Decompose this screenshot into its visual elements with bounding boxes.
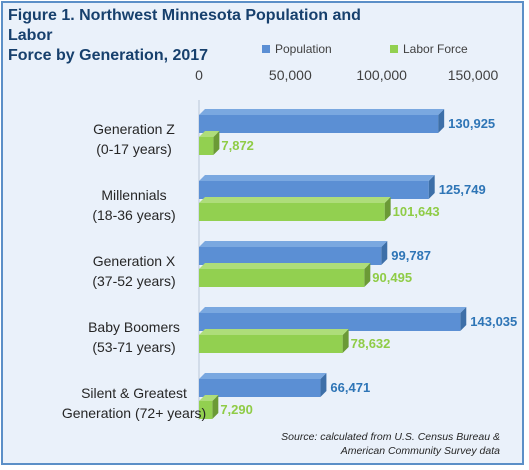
bar-population-top (199, 307, 467, 313)
bar-labor-force (199, 269, 365, 287)
bar-labor-force (199, 335, 343, 353)
category-label: Generation X (93, 253, 176, 269)
source-line-1: Source: calculated from U.S. Census Bure… (281, 431, 500, 443)
bar-population (199, 313, 461, 331)
bar-labor-force (199, 203, 385, 221)
category-label: (53-71 years) (92, 339, 175, 355)
legend-item-labor-force: Labor Force (390, 42, 468, 56)
x-tick-label: 0 (195, 67, 203, 83)
bar-labor-force-side (384, 197, 391, 221)
bar-population-top (199, 109, 445, 115)
bar-labor-force-top (199, 329, 349, 335)
data-label-population: 125,749 (439, 182, 486, 197)
bar-labor-force-top (199, 197, 391, 203)
category-label: Millennials (101, 187, 166, 203)
data-label-labor-force: 78,632 (351, 336, 391, 351)
bar-labor-force-top (199, 131, 220, 137)
data-label-labor-force: 101,643 (393, 204, 440, 219)
bar-population-side (438, 109, 445, 133)
chart-title-line-1: Figure 1. Northwest Minnesota Population… (8, 7, 361, 44)
category-label: (18-36 years) (92, 207, 175, 223)
data-label-population: 130,925 (448, 116, 495, 131)
bar-population-side (428, 175, 435, 199)
bar-labor-force-side (213, 131, 220, 155)
bar-population (199, 115, 439, 133)
x-tick-label: 50,000 (269, 67, 312, 83)
category-label: Generation Z (93, 121, 175, 137)
data-label-population: 99,787 (391, 248, 431, 263)
source-line-2: American Community Survey data (340, 445, 500, 457)
bar-population (199, 247, 382, 265)
x-tick-label: 100,000 (356, 67, 407, 83)
legend-label-labor-force: Labor Force (403, 42, 468, 56)
legend-swatch-labor-force (390, 45, 398, 53)
chart-title-line-2: Force by Generation, 2017 (8, 47, 209, 64)
bar-labor-force-side (342, 329, 349, 353)
category-label: (37-52 years) (92, 273, 175, 289)
data-label-population: 66,471 (330, 380, 370, 395)
bar-labor-force (199, 401, 213, 419)
category-label: Silent & Greatest (81, 385, 187, 401)
bar-population-top (199, 175, 435, 181)
data-label-labor-force: 7,290 (220, 402, 253, 417)
bar-population (199, 181, 429, 199)
bar-population-top (199, 373, 327, 379)
bar-population-side (320, 373, 327, 397)
category-label: Baby Boomers (88, 319, 180, 335)
bar-population-side (460, 307, 467, 331)
category-label: (0-17 years) (96, 141, 171, 157)
legend-swatch-population (262, 45, 270, 53)
bar-labor-force-side (212, 395, 219, 419)
bar-labor-force-side (364, 263, 371, 287)
legend-label-population: Population (275, 42, 332, 56)
data-label-labor-force: 7,872 (221, 138, 254, 153)
source-note: Source: calculated from U.S. Census Bure… (210, 430, 500, 458)
bar-labor-force (199, 137, 214, 155)
data-label-labor-force: 90,495 (372, 270, 412, 285)
bar-population-side (381, 241, 388, 265)
bar-population (199, 379, 321, 397)
data-label-population: 143,035 (470, 314, 517, 329)
category-label: Generation (72+ years) (62, 405, 206, 421)
bar-labor-force-top (199, 395, 219, 401)
chart-title: Figure 1. Northwest Minnesota Population… (8, 6, 408, 66)
bar-labor-force-top (199, 263, 371, 269)
bar-population-top (199, 241, 388, 247)
x-tick-label: 150,000 (448, 67, 499, 83)
legend-item-population: Population (262, 42, 332, 56)
